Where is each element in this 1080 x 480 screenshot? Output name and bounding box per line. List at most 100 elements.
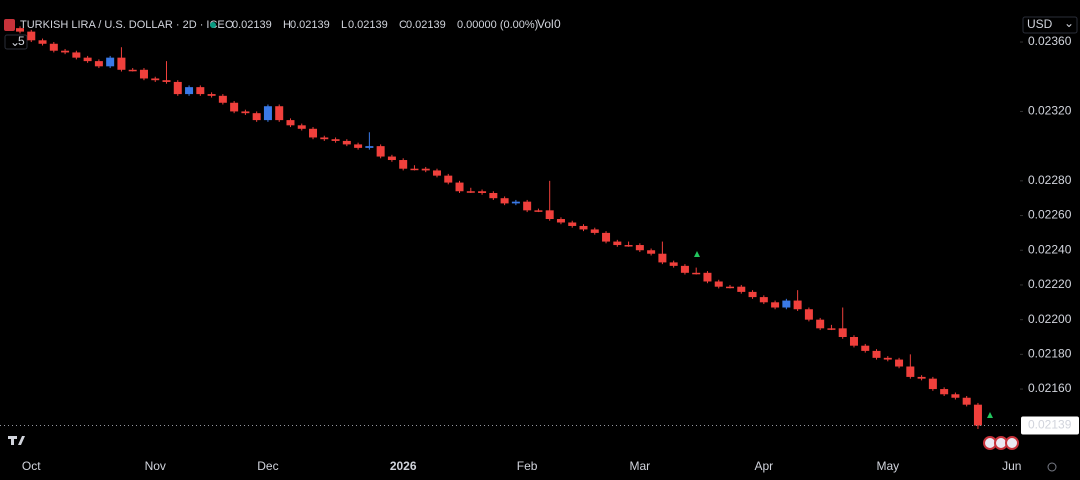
candle-body xyxy=(354,144,363,148)
candle-body xyxy=(726,286,735,289)
candle-body xyxy=(545,210,554,220)
candle-body xyxy=(590,229,599,233)
legend-key: C xyxy=(399,19,407,31)
interval-badge[interactable] xyxy=(4,34,28,50)
candle-body xyxy=(466,191,475,193)
legend-key: L xyxy=(341,19,347,31)
candle-body xyxy=(320,137,329,140)
x-tick-label: Mar xyxy=(630,459,651,473)
y-tick-label: 0.02220 xyxy=(1028,277,1072,291)
candle-body xyxy=(737,286,746,292)
legend-value: 0.02139 xyxy=(406,19,446,31)
candle-body xyxy=(139,69,148,79)
candle-body xyxy=(692,272,701,275)
candle-body xyxy=(906,366,915,377)
candle-body xyxy=(432,170,441,176)
candle-body xyxy=(849,337,858,346)
x-tick-label: Dec xyxy=(257,459,278,473)
candle-body xyxy=(602,232,611,242)
y-tick-label: 0.02180 xyxy=(1028,347,1072,361)
legend-volume-label: Vol xyxy=(537,17,554,31)
candle-body xyxy=(556,219,565,223)
candle-body xyxy=(534,210,543,212)
candle-body xyxy=(771,302,780,308)
y-tick-label: 0.02360 xyxy=(1028,34,1072,48)
candle-body xyxy=(106,57,115,67)
legend-value: 0.02139 xyxy=(232,19,272,31)
interval-badge-text: 5 xyxy=(18,34,25,48)
candle-body xyxy=(511,201,520,204)
candle-body xyxy=(252,113,261,121)
candle-body xyxy=(241,111,250,114)
legend-key: O xyxy=(225,19,234,31)
signal-marker xyxy=(987,412,993,418)
legend-value: 0.02139 xyxy=(290,19,330,31)
candle-body xyxy=(489,192,498,199)
candle-body xyxy=(275,106,284,121)
candle-body xyxy=(185,87,194,95)
last-price-box xyxy=(1021,416,1079,435)
signal-marker xyxy=(694,251,700,257)
candle-body xyxy=(759,297,768,303)
candle-body xyxy=(782,300,791,308)
candle-body xyxy=(309,128,318,138)
candle-body xyxy=(38,40,47,44)
candle-body xyxy=(861,345,870,351)
candle-body xyxy=(16,28,24,32)
candle-body xyxy=(151,78,160,81)
candle-body xyxy=(72,52,81,58)
candle-body xyxy=(331,139,340,141)
y-tick-label: 0.02280 xyxy=(1028,173,1072,187)
candle-body xyxy=(83,57,92,62)
candle-body xyxy=(218,95,227,103)
candle-body xyxy=(838,328,847,338)
candle-body xyxy=(624,245,633,247)
chart-title: TURKISH LIRA / U.S. DOLLAR · 2D · ICE xyxy=(20,19,225,31)
candle-body xyxy=(410,168,419,171)
candle-body xyxy=(117,57,126,70)
currency-text: USD xyxy=(1027,17,1053,31)
chevron: ⌄ xyxy=(1064,16,1074,30)
candle-body xyxy=(804,309,813,320)
y-tick-label: 0.02240 xyxy=(1028,242,1072,256)
candle-body xyxy=(647,250,656,254)
logo xyxy=(8,436,25,445)
candle-body xyxy=(455,182,464,192)
candle-body xyxy=(816,319,825,329)
currency-selector[interactable] xyxy=(1022,16,1078,34)
candle-body xyxy=(94,61,103,67)
candle-body xyxy=(286,120,295,126)
candle-body xyxy=(230,102,239,112)
x-tick-label: Oct xyxy=(22,459,41,473)
x-tick-label: Apr xyxy=(754,459,773,473)
candle-body xyxy=(658,253,667,263)
candle-body xyxy=(579,225,588,230)
candle-body xyxy=(917,376,926,379)
y-tick-label: 0.02320 xyxy=(1028,104,1072,118)
candle-body xyxy=(748,291,757,298)
candle-body xyxy=(263,106,272,121)
legend-value: 0.02139 xyxy=(348,19,388,31)
candle-body xyxy=(568,222,577,226)
candle-body xyxy=(376,146,385,157)
candle-body xyxy=(714,281,723,287)
y-tick-label: 0.02260 xyxy=(1028,208,1072,222)
settings-icon[interactable] xyxy=(1047,462,1057,472)
candle-body xyxy=(342,140,351,145)
candle-body xyxy=(680,265,689,273)
x-tick-label: Nov xyxy=(145,459,166,473)
x-tick-label: May xyxy=(876,459,899,473)
candle-body xyxy=(27,31,36,41)
x-tick-label: 2026 xyxy=(390,459,417,473)
candle-body xyxy=(940,389,949,395)
y-tick-label: 0.02160 xyxy=(1028,381,1072,395)
candle-body xyxy=(128,69,137,72)
legend-change: 0.00000 (0.00%) xyxy=(457,19,538,31)
candle-body xyxy=(523,201,532,211)
x-tick-label: Feb xyxy=(517,459,538,473)
candle-body xyxy=(793,300,802,310)
legend-volume: 0 xyxy=(554,17,561,31)
candle-body xyxy=(365,146,374,148)
